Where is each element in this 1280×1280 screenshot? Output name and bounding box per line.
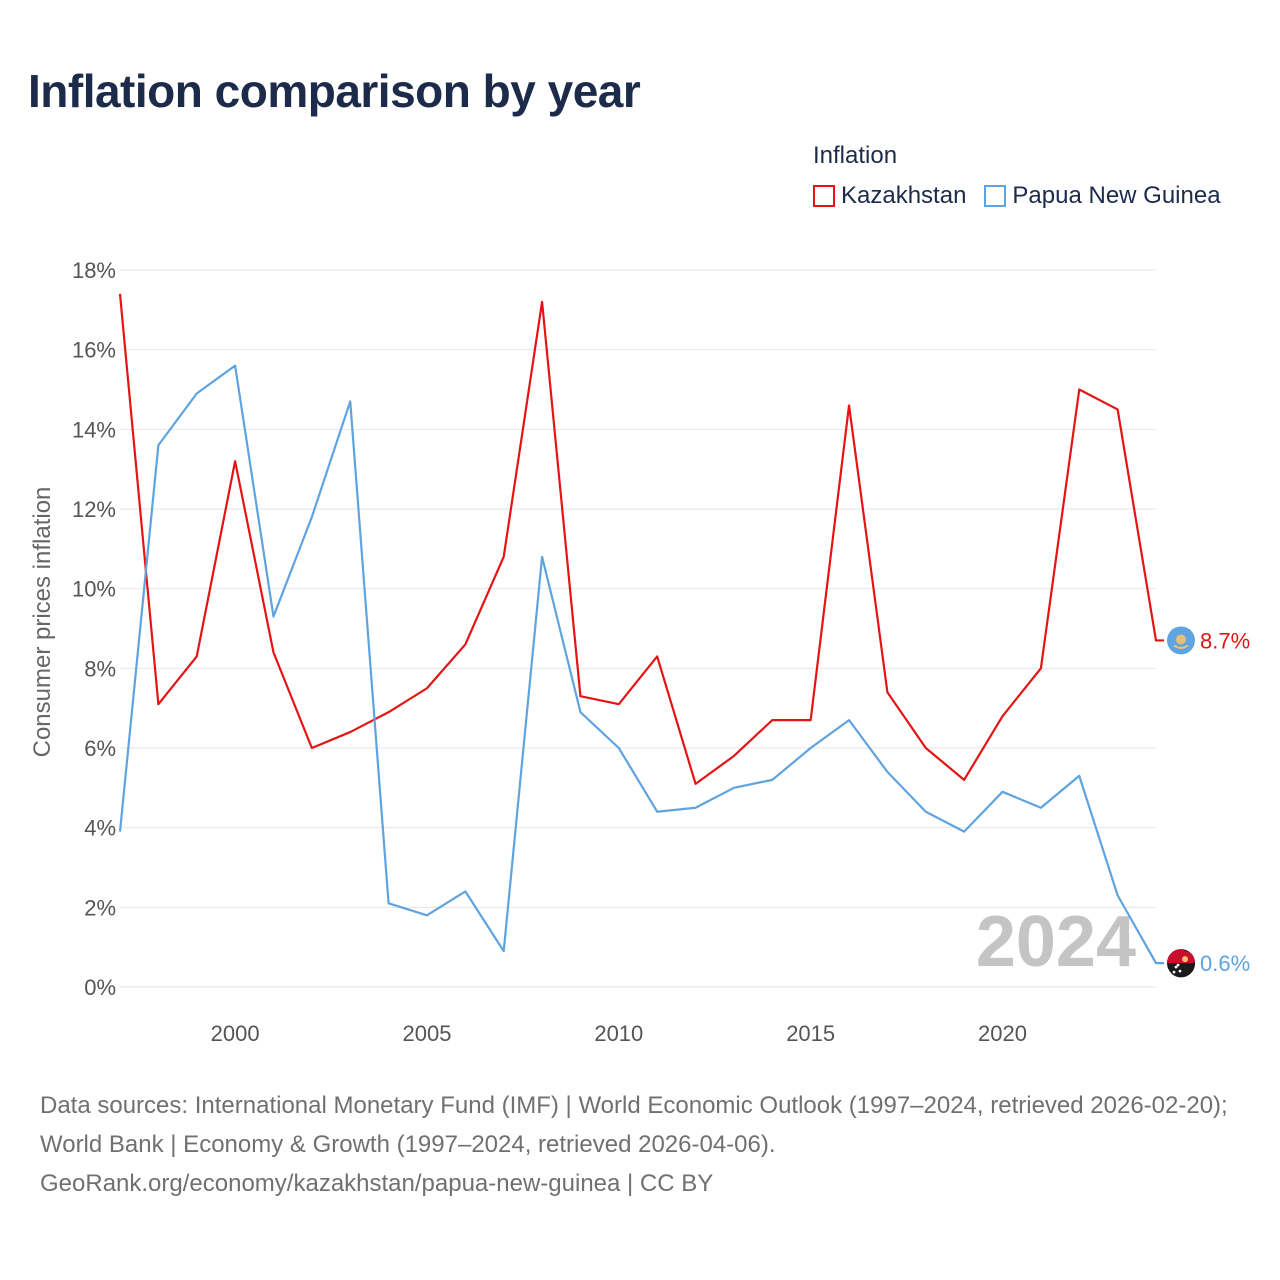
papua-new-guinea-flag-icon bbox=[1167, 949, 1196, 978]
legend-swatch-kazakhstan bbox=[813, 185, 835, 207]
kazakhstan-flag-icon bbox=[1167, 626, 1195, 655]
x-axis-ticks: 2000 2005 2010 2015 2020 bbox=[211, 1021, 1027, 1046]
y-tick-label: 2% bbox=[84, 895, 116, 920]
y-tick-label: 8% bbox=[84, 656, 116, 681]
flag-star bbox=[1176, 963, 1180, 967]
line-chart: 0%2%4%6%8%10%12%14%16%18% 2000 2005 2010 20… bbox=[29, 258, 1250, 1046]
x-tick-label: 2000 bbox=[211, 1021, 260, 1046]
grid-lines bbox=[120, 269, 1156, 988]
chart-title: Inflation comparison by year bbox=[28, 65, 641, 117]
flag-sun bbox=[1176, 634, 1186, 645]
flag-star bbox=[1174, 965, 1178, 969]
legend-item-kazakhstan[interactable]: Kazakhstan bbox=[813, 182, 966, 210]
legend-title: Inflation bbox=[813, 142, 898, 169]
x-tick-label: 2015 bbox=[786, 1021, 835, 1046]
x-tick-label: 2020 bbox=[978, 1021, 1027, 1046]
y-axis-ticks: 0% 2% 4% 6% 8% 10% 12% 14% 16% 18% bbox=[72, 258, 116, 1000]
flag-eagle bbox=[1173, 644, 1189, 649]
y-axis-label: Consumer prices inflation bbox=[29, 487, 56, 758]
footer-sources: Data sources: International Monetary Fun… bbox=[40, 1092, 1228, 1158]
x-tick-label: 2005 bbox=[402, 1021, 451, 1046]
y-tick-label: 12% bbox=[72, 497, 116, 522]
y-tick-label: 10% bbox=[72, 577, 116, 602]
flag-black-part bbox=[1171, 962, 1196, 978]
legend-label-papua-new-guinea: Papua New Guinea bbox=[1012, 182, 1221, 209]
flag-bird bbox=[1182, 956, 1188, 963]
y-tick-label: 0% bbox=[84, 975, 116, 1000]
y-tick-label: 6% bbox=[84, 736, 116, 761]
x-tick-label: 2010 bbox=[594, 1021, 643, 1046]
legend-swatch-papua-new-guinea bbox=[984, 185, 1007, 207]
year-watermark: 2024 bbox=[976, 902, 1136, 982]
legend: Inflation Kazakhstan Papua New Guinea bbox=[813, 142, 1221, 210]
y-tick-label: 16% bbox=[72, 338, 116, 363]
footer: Data sources: International Monetary Fun… bbox=[40, 1086, 1250, 1203]
footer-link[interactable]: GeoRank.org/economy/kazakhstan/papua-new… bbox=[40, 1170, 714, 1197]
end-value-label-papua-new-guinea: 0.6% bbox=[1200, 951, 1250, 976]
end-markers: 8.7% 0.6% bbox=[1167, 626, 1250, 978]
y-tick-label: 18% bbox=[72, 258, 116, 283]
series-line-papua-new-guinea bbox=[118, 364, 1164, 965]
legend-label-kazakhstan: Kazakhstan bbox=[841, 182, 967, 209]
y-tick-label: 14% bbox=[72, 417, 116, 442]
series-line-kazakhstan bbox=[118, 293, 1164, 785]
series-lines bbox=[118, 293, 1164, 965]
end-value-label-kazakhstan: 8.7% bbox=[1200, 628, 1250, 653]
flag-red-part bbox=[1167, 949, 1196, 964]
legend-item-papua-new-guinea[interactable]: Papua New Guinea bbox=[984, 182, 1221, 210]
flag-star bbox=[1178, 969, 1182, 973]
flag-star bbox=[1172, 970, 1176, 974]
y-tick-label: 4% bbox=[84, 816, 116, 841]
